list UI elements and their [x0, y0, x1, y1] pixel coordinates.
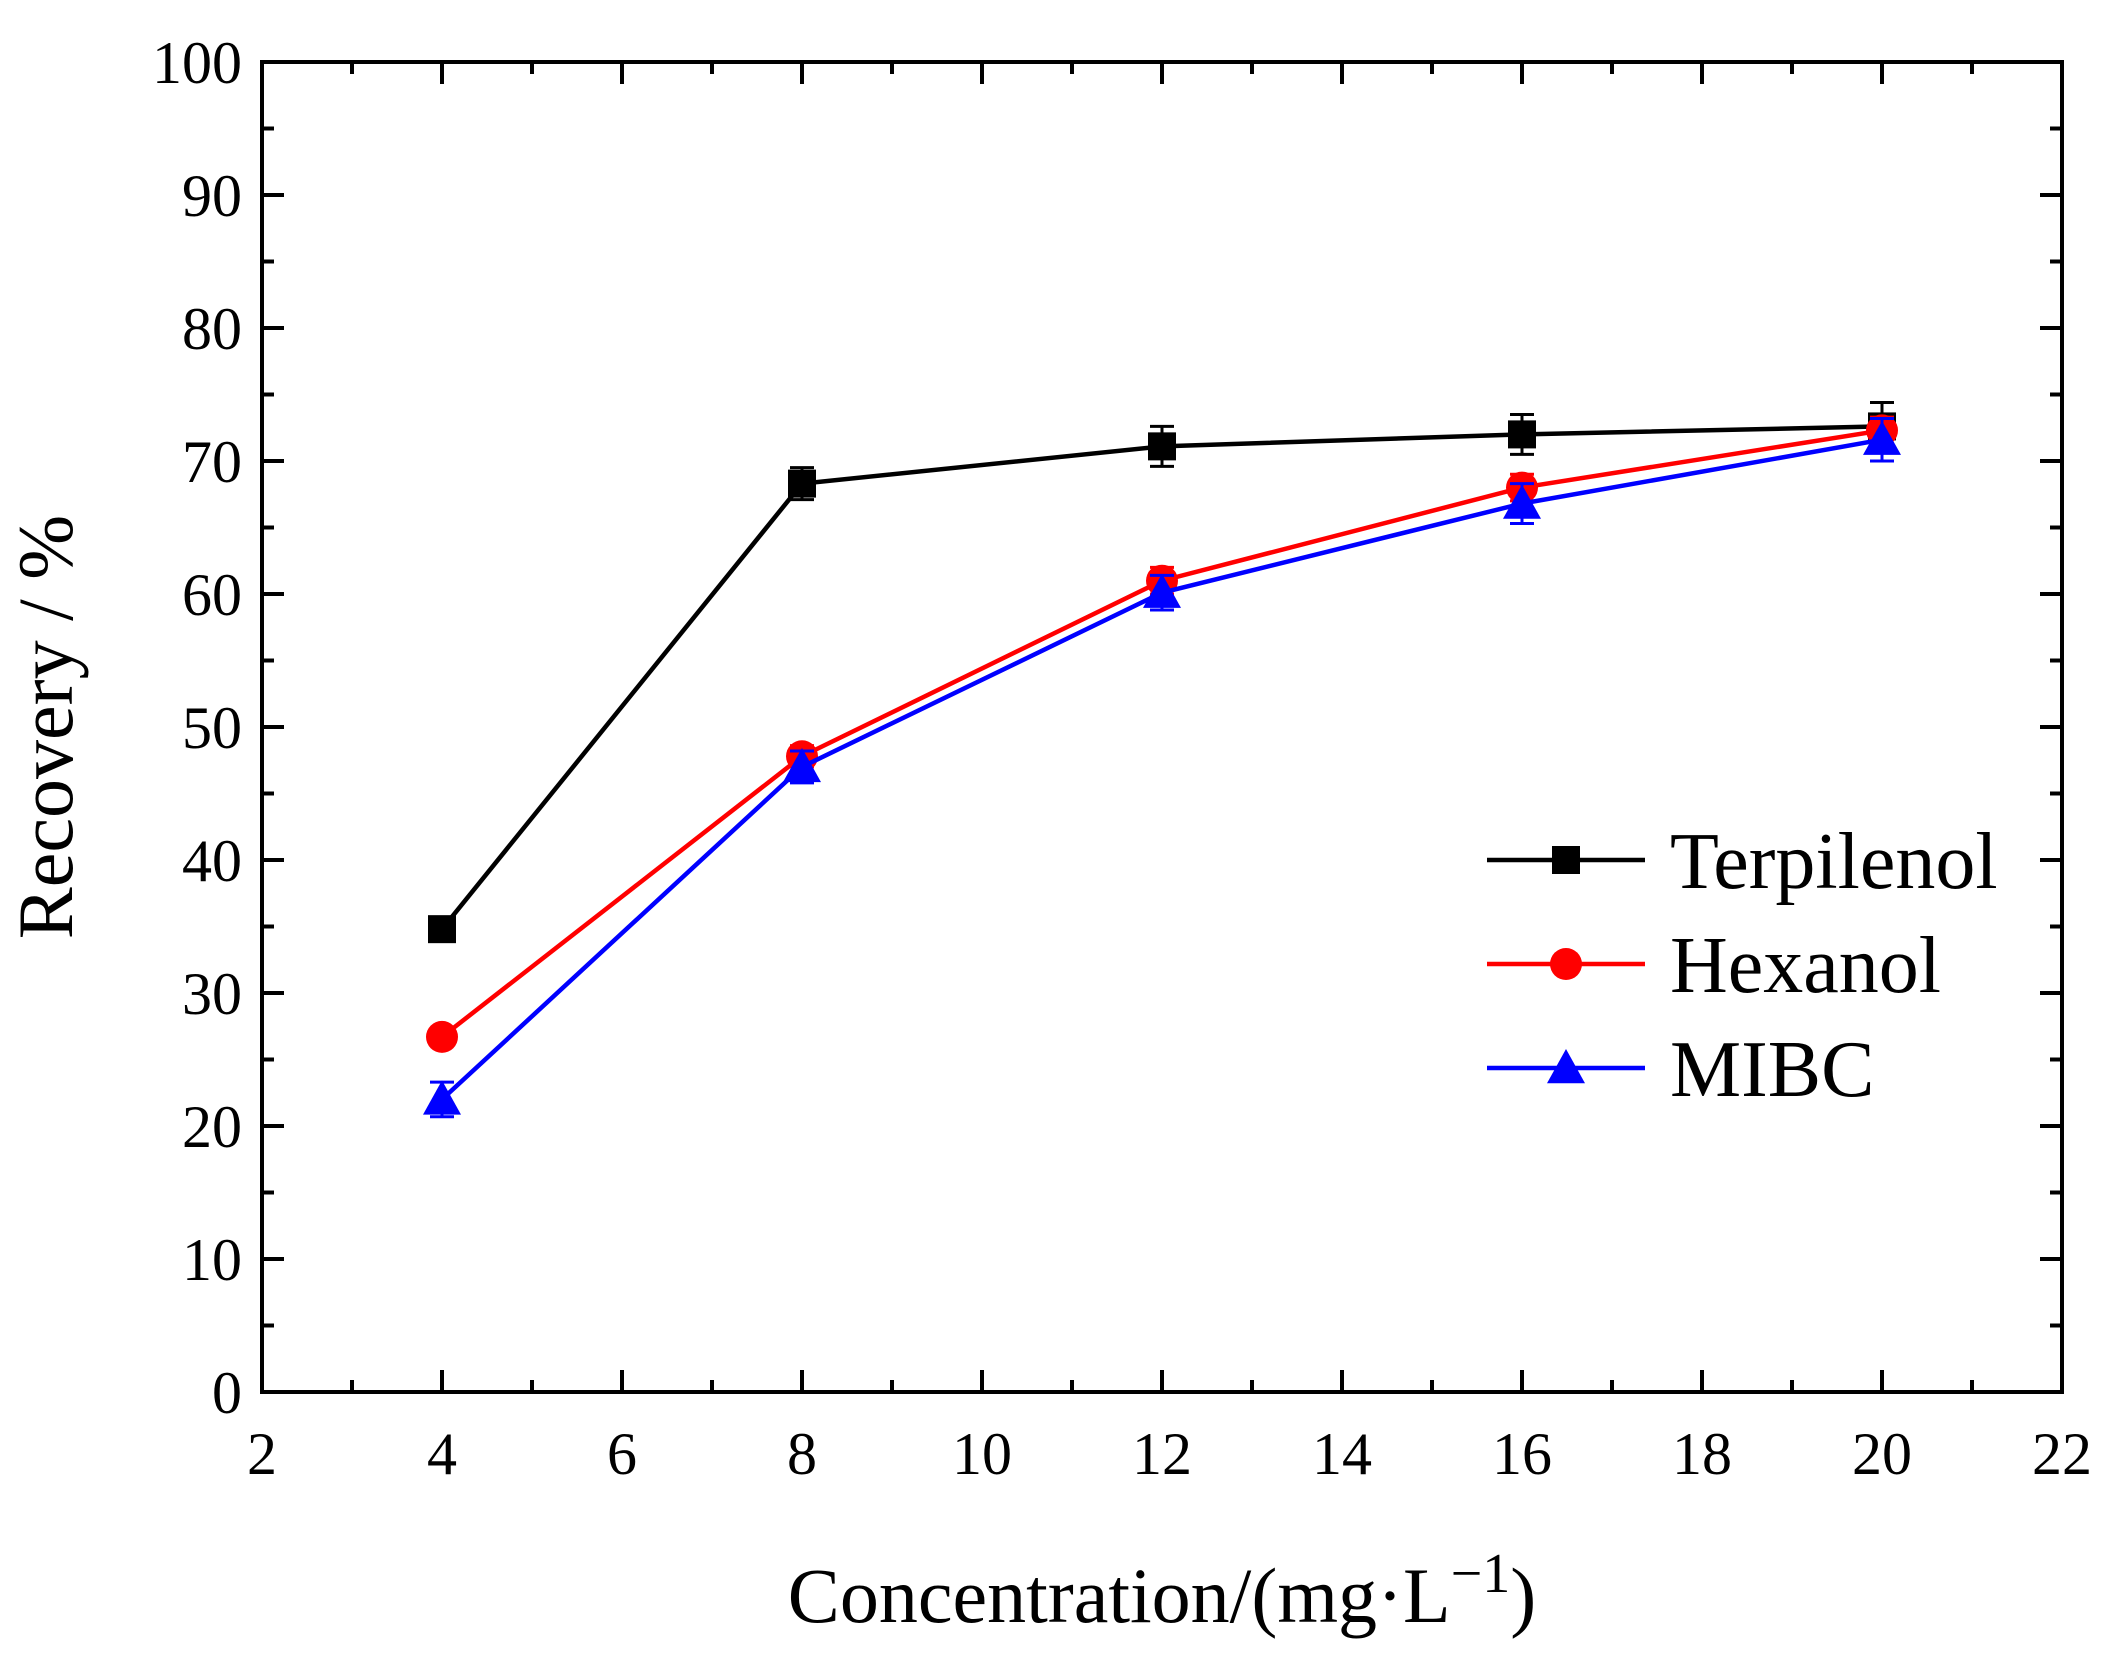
y-tick-label: 0	[212, 1360, 242, 1426]
y-tick-label: 60	[182, 562, 242, 628]
x-tick-label: 14	[1312, 1421, 1372, 1487]
y-tick-label: 40	[182, 828, 242, 894]
y-tick-label: 100	[152, 30, 242, 96]
legend-marker	[1550, 948, 1582, 980]
data-point	[1143, 573, 1181, 608]
x-tick-label: 6	[607, 1421, 637, 1487]
x-tick-label: 8	[787, 1421, 817, 1487]
y-tick-label: 10	[182, 1227, 242, 1293]
legend-marker	[1552, 846, 1580, 874]
data-point	[1148, 432, 1176, 461]
x-tick-label: 12	[1132, 1421, 1192, 1487]
x-tick-label: 22	[2032, 1421, 2092, 1487]
data-point	[1503, 484, 1541, 519]
x-tick-label: 2	[247, 1421, 277, 1487]
legend-item-hexanol: Hexanol	[1487, 922, 1941, 1010]
series-line	[440, 424, 1883, 931]
series-layer	[423, 400, 1901, 1119]
series-line	[440, 428, 1883, 1039]
y-tick-label: 80	[182, 296, 242, 362]
legend-marker	[1547, 1049, 1585, 1084]
data-point	[783, 747, 821, 783]
legend-item-terpilenol: Terpilenol	[1487, 818, 1998, 906]
data-point	[1863, 420, 1901, 455]
axes: 2 4 6 8 10 12 14 16 18 20 22 0 10 20 30 40 50 60 70 80 90 100	[152, 30, 2092, 1487]
legend-label: MIBC	[1670, 1026, 1875, 1114]
x-tick-label: 20	[1852, 1421, 1912, 1487]
y-tick-label: 90	[182, 163, 242, 229]
y-axis-title: Recovery / %	[2, 515, 89, 940]
y-tick-label: 30	[182, 961, 242, 1027]
data-point	[1508, 420, 1536, 449]
series-line	[440, 437, 1883, 1102]
y-tick-label: 20	[182, 1094, 242, 1160]
legend-label: Terpilenol	[1670, 818, 1998, 906]
x-tick-label: 16	[1492, 1421, 1552, 1487]
x-tick-label: 18	[1672, 1421, 1732, 1487]
data-point	[426, 1020, 458, 1053]
data-point	[428, 915, 456, 944]
plot-frame	[260, 60, 2064, 1394]
series-mibc	[423, 416, 1901, 1119]
data-point	[788, 469, 816, 498]
legend-item-mibc: MIBC	[1487, 1026, 1875, 1114]
legend-label: Hexanol	[1670, 922, 1941, 1010]
data-point	[423, 1080, 461, 1115]
x-tick-label: 10	[952, 1421, 1012, 1487]
legend: Terpilenol Hexanol MIBC	[1487, 818, 1998, 1114]
x-tick-label: 4	[427, 1421, 457, 1487]
x-axis-title: Concentration/(mg·L−1)	[788, 1543, 1536, 1639]
y-tick-label: 50	[182, 695, 242, 761]
y-tick-label: 70	[182, 429, 242, 495]
